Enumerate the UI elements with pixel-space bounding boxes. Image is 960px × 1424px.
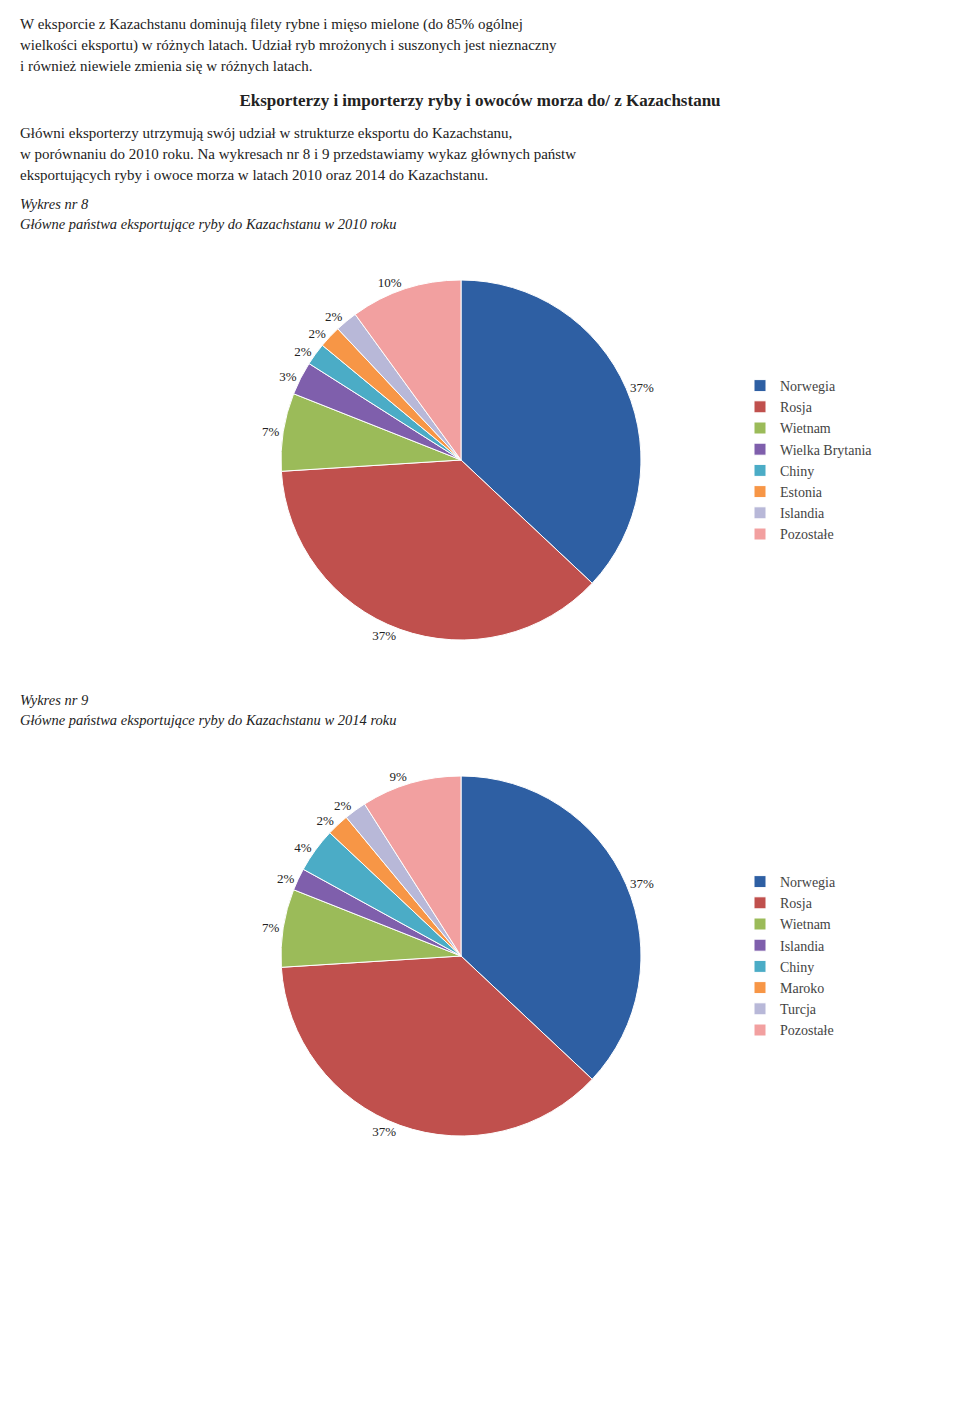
svg-text:10%: 10% [378, 275, 402, 290]
svg-text:2%: 2% [317, 813, 335, 828]
svg-text:Maroko: Maroko [780, 981, 824, 996]
svg-text:7%: 7% [262, 424, 280, 439]
html-text:W eksporcie z Kazachstanu domi: W eksporcie z Kazachstanu dominują filet… [20, 16, 523, 32]
svg-text:2%: 2% [334, 798, 352, 813]
svg-text:Norwegia: Norwegia [780, 875, 836, 890]
svg-text:Wielka Brytania: Wielka Brytania [780, 443, 872, 458]
svg-text:Wietnam: Wietnam [780, 421, 831, 436]
svg-text:37%: 37% [372, 628, 396, 643]
svg-text:Estonia: Estonia [780, 485, 823, 500]
html-text:eksportujących ryby i owoce mo: eksportujących ryby i owoce morza w lata… [20, 167, 489, 183]
svg-text:Wietnam: Wietnam [780, 917, 831, 932]
html-text:i również niewiele zmienia się: i również niewiele zmienia się w różnych… [20, 58, 313, 74]
svg-text:2%: 2% [309, 326, 327, 341]
svg-text:Pozostałe: Pozostałe [780, 1023, 834, 1038]
html-text:Wykres nr 9: Wykres nr 9 [20, 692, 89, 708]
svg-text:7%: 7% [262, 920, 280, 935]
html-text:wielkości eksportu) w różnych: wielkości eksportu) w różnych latach. Ud… [20, 37, 557, 53]
svg-text:Chiny: Chiny [780, 960, 814, 975]
html-text:Główni eksporterzy utrzymują s: Główni eksporterzy utrzymują swój udział… [20, 125, 513, 141]
svg-text:2%: 2% [294, 344, 312, 359]
svg-text:37%: 37% [630, 876, 654, 891]
html-text:Główne państwa eksportujące ry: Główne państwa eksportujące ryby do Kaza… [20, 216, 397, 232]
svg-text:Turcja: Turcja [780, 1002, 817, 1017]
svg-text:Pozostałe: Pozostałe [780, 527, 834, 542]
svg-text:Rosja: Rosja [780, 400, 813, 415]
svg-text:2%: 2% [325, 309, 343, 324]
svg-text:4%: 4% [294, 840, 312, 855]
svg-text:Rosja: Rosja [780, 896, 813, 911]
html-text:w porównaniu do 2010 roku. Na: w porównaniu do 2010 roku. Na wykresach … [20, 146, 577, 162]
svg-text:Islandia: Islandia [780, 506, 825, 521]
svg-text:37%: 37% [630, 380, 654, 395]
svg-text:3%: 3% [279, 369, 297, 384]
svg-text:9%: 9% [390, 769, 408, 784]
svg-text:2%: 2% [277, 871, 295, 886]
html-text:Główne państwa eksportujące ry: Główne państwa eksportujące ryby do Kaza… [20, 712, 397, 728]
svg-text:Chiny: Chiny [780, 464, 814, 479]
html-text:Eksporterzy i importerzy ryby: Eksporterzy i importerzy ryby i owoców m… [239, 91, 721, 110]
svg-text:Norwegia: Norwegia [780, 379, 836, 394]
svg-text:37%: 37% [372, 1124, 396, 1139]
svg-text:Islandia: Islandia [780, 939, 825, 954]
html-text:Wykres nr 8: Wykres nr 8 [20, 196, 89, 212]
